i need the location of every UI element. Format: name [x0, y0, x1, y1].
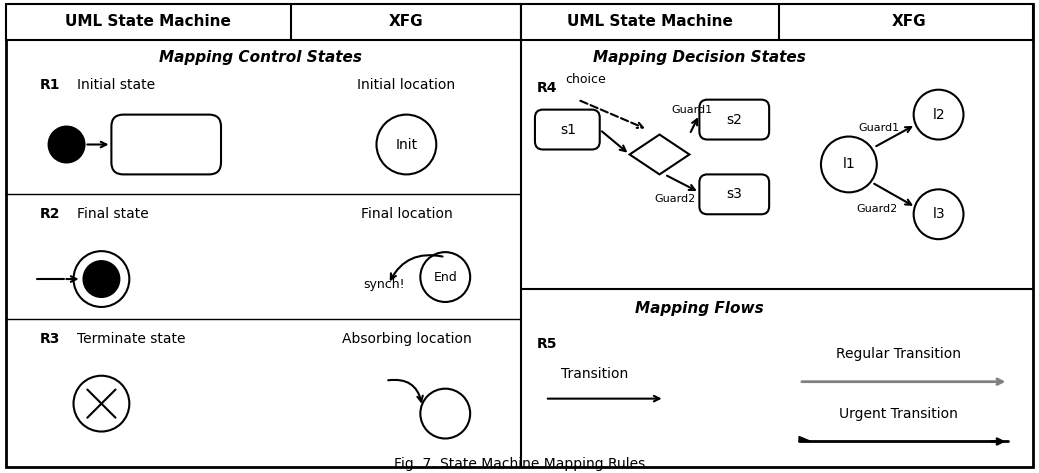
Text: l2: l2 — [932, 108, 944, 122]
Text: R2: R2 — [39, 207, 60, 221]
Circle shape — [74, 251, 129, 307]
Text: Init: Init — [395, 138, 418, 151]
Text: Terminate state: Terminate state — [77, 332, 185, 346]
Polygon shape — [630, 134, 690, 175]
Text: l1: l1 — [843, 158, 855, 171]
Text: Mapping Control States: Mapping Control States — [159, 50, 363, 65]
FancyBboxPatch shape — [699, 100, 769, 140]
Text: Mapping Flows: Mapping Flows — [635, 301, 764, 316]
Circle shape — [913, 189, 963, 239]
Text: Mapping Decision States: Mapping Decision States — [593, 50, 806, 65]
Text: Absorbing location: Absorbing location — [342, 332, 472, 346]
Text: Guard2: Guard2 — [856, 204, 898, 214]
Text: Fig. 7. State Machine Mapping Rules: Fig. 7. State Machine Mapping Rules — [395, 457, 645, 472]
Text: XFG: XFG — [389, 14, 424, 29]
Text: UML State Machine: UML State Machine — [65, 14, 232, 29]
Text: R3: R3 — [39, 332, 60, 346]
Circle shape — [913, 90, 963, 140]
FancyBboxPatch shape — [111, 114, 221, 175]
Text: Guard2: Guard2 — [655, 194, 696, 204]
FancyBboxPatch shape — [699, 175, 769, 214]
Circle shape — [421, 252, 471, 302]
Text: Regular Transition: Regular Transition — [836, 347, 961, 361]
Text: l3: l3 — [932, 207, 944, 221]
Text: Guard1: Guard1 — [671, 105, 713, 114]
Circle shape — [421, 389, 471, 438]
Text: R1: R1 — [39, 78, 60, 92]
Text: End: End — [433, 271, 457, 283]
Circle shape — [74, 376, 129, 431]
Text: Final location: Final location — [361, 207, 452, 221]
Circle shape — [49, 127, 84, 162]
Text: Initial location: Initial location — [357, 78, 455, 92]
Text: R5: R5 — [537, 337, 558, 351]
FancyBboxPatch shape — [535, 110, 600, 149]
Circle shape — [83, 261, 119, 297]
Polygon shape — [799, 437, 811, 441]
Bar — [6, 4, 521, 40]
Circle shape — [821, 137, 877, 193]
Text: Urgent Transition: Urgent Transition — [840, 407, 958, 420]
Text: Transition: Transition — [561, 367, 629, 381]
Text: Initial state: Initial state — [77, 78, 155, 92]
Text: XFG: XFG — [891, 14, 926, 29]
Text: s1: s1 — [560, 123, 576, 137]
Text: s3: s3 — [726, 187, 742, 201]
Text: R4: R4 — [537, 81, 558, 95]
Bar — [521, 4, 1033, 40]
Text: UML State Machine: UML State Machine — [566, 14, 732, 29]
Circle shape — [376, 114, 436, 175]
Text: choice: choice — [565, 73, 606, 86]
Text: s2: s2 — [726, 113, 742, 127]
Text: Final state: Final state — [77, 207, 149, 221]
Text: Guard1: Guard1 — [858, 123, 900, 132]
Text: synch!: synch! — [364, 278, 405, 290]
